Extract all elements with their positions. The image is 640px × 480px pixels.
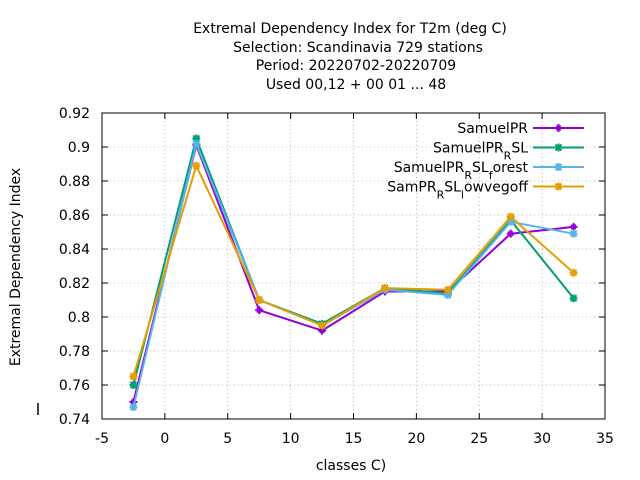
chart-title: Extremal Dependency Index for T2m (deg C… — [193, 21, 507, 93]
data-point — [129, 381, 138, 389]
legend-label-part: l — [461, 188, 464, 201]
data-point — [255, 306, 264, 315]
y-tick-label: 0.74 — [59, 412, 90, 428]
data-point — [506, 229, 515, 238]
data-point — [255, 296, 264, 304]
x-tick-label: 25 — [470, 431, 488, 447]
legend-marker — [554, 143, 563, 152]
legend-label-part: SamuelPR — [457, 121, 528, 137]
legend: SamuelPRSamuelPRRSLSamuelPRRSLforestSamP… — [387, 121, 584, 201]
legend-label-part: SamuelPR — [394, 160, 465, 176]
y-tick-label: 0.88 — [59, 174, 90, 190]
data-point — [129, 403, 138, 412]
data-point — [569, 294, 578, 303]
x-tick-label: 5 — [223, 431, 232, 447]
data-point — [443, 285, 452, 294]
y-axis-label: Extremal Dependency Index — [8, 168, 24, 366]
legend-label-part: SamPR — [387, 180, 437, 196]
data-point — [192, 139, 201, 148]
legend-item: SamuelPRRSL — [433, 141, 584, 163]
y-tick-label: 0.76 — [59, 378, 90, 394]
data-point — [569, 222, 578, 231]
legend-label-part: f — [489, 169, 494, 182]
legend-label: SamuelPRRSLforest — [394, 160, 529, 182]
data-point — [569, 229, 578, 238]
legend-item: SamPRRSLlowvegoff — [387, 180, 584, 202]
legend-item: SamuelPR — [457, 121, 584, 137]
series-3 — [129, 161, 578, 381]
data-point — [192, 161, 201, 170]
legend-item: SamuelPRRSLforest — [394, 160, 584, 182]
x-tick-label: 30 — [533, 431, 551, 447]
data-point — [569, 268, 578, 277]
title-line-1: Extremal Dependency Index for T2m (deg C… — [193, 21, 507, 37]
legend-label-part: R — [437, 188, 445, 201]
legend-label: SamuelPR — [457, 121, 528, 137]
y-tick-label: 0.86 — [59, 208, 90, 224]
title-line-2: Selection: Scandinavia 729 stations — [233, 40, 483, 56]
y-tick-label: 0.82 — [59, 276, 90, 292]
legend-label-part: orest — [493, 160, 529, 176]
legend-marker — [554, 182, 563, 191]
x-tick-label: 20 — [407, 431, 425, 447]
x-axis-label: classes C) — [316, 458, 386, 474]
legend-label-part: R — [504, 149, 512, 162]
series-layer — [129, 134, 578, 412]
x-tick-label: 35 — [596, 431, 614, 447]
data-point — [318, 321, 327, 330]
x-tick-label: 0 — [160, 431, 169, 447]
grid — [102, 113, 605, 419]
y-tick-label: 0.78 — [59, 344, 90, 360]
legend-label-part: R — [464, 169, 472, 182]
data-point — [380, 284, 389, 293]
data-point — [129, 372, 138, 381]
data-point — [506, 212, 515, 221]
legend-label-part: SL — [444, 180, 461, 196]
title-line-3: Period: 20220702-20220709 — [256, 58, 456, 74]
legend-label: SamuelPRRSL — [433, 141, 528, 163]
series-line — [132, 164, 575, 377]
x-tick-label: 10 — [282, 431, 300, 447]
legend-label-part: SamuelPR — [433, 141, 504, 157]
legend-marker — [554, 124, 563, 132]
legend-marker — [554, 163, 563, 171]
y-tick-label: 0.8 — [68, 310, 90, 326]
series-line — [132, 144, 574, 403]
x-tick-label: -5 — [95, 431, 109, 447]
y-tick-label: 0.9 — [68, 140, 90, 156]
legend-label: SamPRRSLlowvegoff — [387, 180, 528, 202]
y-tick-label: 0.84 — [59, 242, 90, 258]
legend-label-part: SL — [472, 160, 489, 176]
series-0 — [129, 141, 578, 406]
title-line-4: Used 00,12 + 00 01 ... 48 — [266, 77, 446, 93]
axes: -5 0 5 10 15 20 25 30 35 0.74 0.76 0.78 0.8 0.82 0.84 0… — [59, 106, 614, 447]
legend-label-part: SL — [511, 141, 528, 157]
y-tick-label: 0.92 — [59, 106, 90, 122]
x-tick-label: 15 — [345, 431, 363, 447]
legend-label-part: owvegoff — [464, 180, 528, 196]
